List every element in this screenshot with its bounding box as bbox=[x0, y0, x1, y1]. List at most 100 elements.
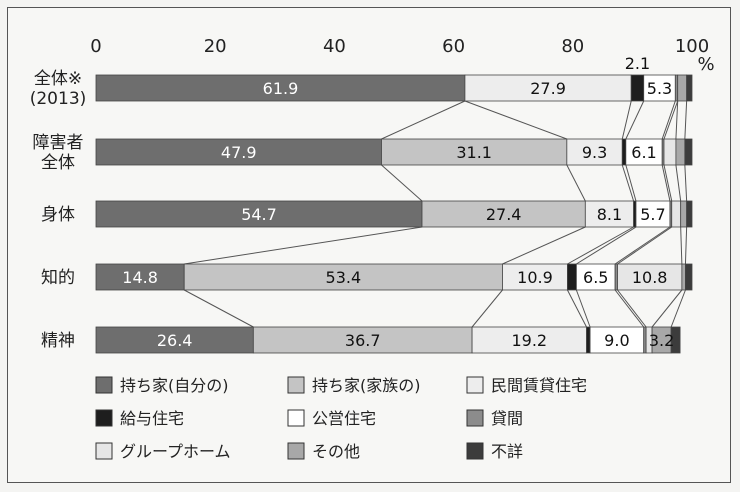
legend-swatch bbox=[95, 409, 113, 427]
connector-line bbox=[566, 289, 587, 328]
legend-label: 不詳 bbox=[491, 442, 523, 461]
connector-line bbox=[567, 226, 634, 265]
x-tick-label: 20 bbox=[204, 36, 227, 57]
data-label: 19.2 bbox=[511, 331, 547, 350]
data-label: 27.9 bbox=[530, 79, 566, 98]
data-label: 26.4 bbox=[157, 331, 193, 350]
connector-line bbox=[614, 289, 645, 328]
data-label: 9.3 bbox=[582, 143, 607, 162]
connector-line bbox=[675, 100, 679, 140]
data-label: 9.0 bbox=[604, 331, 629, 350]
legend-swatch bbox=[287, 442, 305, 460]
connector-line bbox=[680, 226, 683, 265]
bar-segment bbox=[464, 74, 632, 102]
connector-line bbox=[617, 226, 673, 265]
bar-segment bbox=[575, 263, 616, 291]
bar-segment bbox=[663, 138, 677, 166]
bar-segment bbox=[621, 138, 627, 166]
data-label: 54.7 bbox=[241, 205, 277, 224]
data-label: 14.8 bbox=[122, 268, 158, 287]
bar-segment bbox=[589, 326, 645, 354]
bar-segment bbox=[95, 200, 423, 228]
data-label: 10.9 bbox=[517, 268, 553, 287]
connector-line bbox=[576, 226, 637, 265]
data-label: 8.1 bbox=[597, 205, 622, 224]
data-label: 5.7 bbox=[640, 205, 665, 224]
bar-segment bbox=[630, 74, 645, 102]
x-tick-label: 40 bbox=[323, 36, 346, 57]
connector-line bbox=[684, 100, 688, 140]
bar-segment bbox=[685, 263, 693, 291]
connector-line bbox=[471, 289, 503, 328]
bar-segment bbox=[686, 200, 693, 228]
data-label: 3.2 bbox=[649, 331, 674, 350]
bar-segment bbox=[684, 138, 693, 166]
legend-label: その他 bbox=[312, 442, 360, 461]
legend-swatch bbox=[466, 376, 484, 394]
category-label: 知的 bbox=[41, 268, 75, 288]
connector-line bbox=[675, 164, 682, 202]
bar-segment bbox=[95, 326, 254, 354]
bar-segment bbox=[566, 138, 623, 166]
connector-line bbox=[684, 226, 688, 265]
legend-swatch bbox=[287, 376, 305, 394]
legend-label: 持ち家(家族の) bbox=[312, 376, 421, 395]
legend-swatch bbox=[466, 442, 484, 460]
bar-segment bbox=[421, 200, 586, 228]
connector-line bbox=[381, 164, 423, 202]
data-label: 27.4 bbox=[486, 205, 522, 224]
legend-label: 貸間 bbox=[491, 409, 523, 428]
bar-segment bbox=[471, 326, 587, 354]
connector-line bbox=[661, 164, 671, 202]
legend-swatch bbox=[95, 442, 113, 460]
category-label: 障害者 bbox=[33, 133, 84, 153]
bar-segment bbox=[686, 74, 693, 102]
data-label: 2.1 bbox=[625, 54, 650, 73]
category-label: 身体 bbox=[41, 205, 75, 225]
connector-line bbox=[617, 289, 647, 328]
legend-label: グループホーム bbox=[120, 442, 231, 461]
bar-segment bbox=[183, 263, 503, 291]
connector-line bbox=[621, 164, 635, 202]
category-label: 全体 bbox=[41, 153, 75, 173]
connector-line bbox=[184, 226, 423, 265]
connector-line bbox=[663, 100, 679, 140]
connector-line bbox=[614, 226, 671, 265]
legend-label: 持ち家(自分の) bbox=[120, 376, 229, 395]
bar-segment bbox=[671, 200, 682, 228]
connector-line bbox=[575, 289, 591, 328]
category-label: (2013) bbox=[30, 89, 87, 109]
bar-segment bbox=[586, 326, 591, 354]
connector-line bbox=[621, 100, 632, 140]
connector-line bbox=[502, 226, 586, 265]
connector-line bbox=[381, 100, 466, 140]
category-label: 全体※ bbox=[34, 69, 82, 89]
data-label: 47.9 bbox=[221, 143, 257, 162]
connector-line bbox=[625, 164, 637, 202]
data-label: 5.3 bbox=[647, 79, 672, 98]
bar-segment bbox=[625, 138, 663, 166]
x-tick-label: 100 bbox=[675, 36, 709, 57]
data-label: 53.4 bbox=[326, 268, 362, 287]
connector-line bbox=[464, 100, 568, 140]
legend-swatch bbox=[287, 409, 305, 427]
data-label: 61.9 bbox=[263, 79, 299, 98]
legend-label: 民間賃貸住宅 bbox=[491, 376, 587, 395]
connector-line bbox=[661, 100, 676, 140]
connector-line bbox=[684, 164, 688, 202]
data-label: 10.8 bbox=[632, 268, 668, 287]
bar-segment bbox=[95, 263, 185, 291]
bar-segment bbox=[617, 263, 683, 291]
x-tick-label: 0 bbox=[90, 36, 101, 57]
connector-line bbox=[183, 289, 254, 328]
connector-line bbox=[566, 164, 586, 202]
connector-line bbox=[651, 289, 683, 328]
data-label: 31.1 bbox=[456, 143, 492, 162]
data-label: 6.1 bbox=[631, 143, 656, 162]
connector-line bbox=[625, 100, 645, 140]
bar-segment bbox=[567, 263, 577, 291]
bar-segment bbox=[502, 263, 568, 291]
bar-segment bbox=[677, 74, 688, 102]
connector-line bbox=[663, 164, 673, 202]
